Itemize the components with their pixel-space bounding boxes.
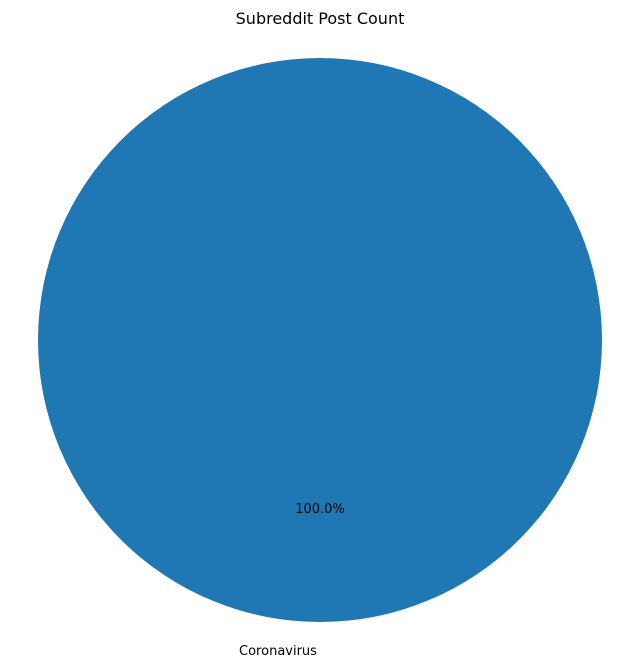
pie-slice-coronavirus: [38, 58, 602, 622]
slice-percent-label: 100.0%: [295, 502, 345, 517]
pie-slices: [38, 58, 602, 622]
slice-label: Coronavirus: [239, 644, 317, 659]
pie-labels: Coronavirus 100.0%: [239, 502, 345, 659]
chart-title: Subreddit Post Count: [236, 9, 405, 28]
